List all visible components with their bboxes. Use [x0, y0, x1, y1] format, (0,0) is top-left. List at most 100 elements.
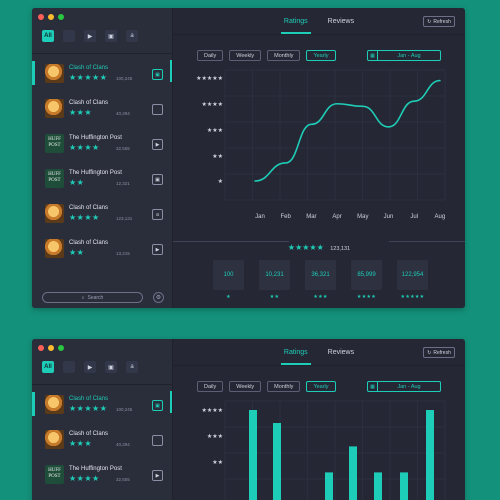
app-name: Clash of Clans — [69, 205, 109, 211]
filter-amazon-icon[interactable]: a — [126, 30, 138, 42]
calendar-icon: ▦ — [368, 51, 378, 60]
rating-bar — [349, 446, 357, 500]
tab-ratings[interactable]: Ratings — [280, 339, 311, 365]
x-tick-label: May — [357, 214, 368, 220]
filter-windows-icon[interactable]: ▣ — [105, 30, 117, 42]
tab-bar: Ratings Reviews — [173, 8, 465, 34]
app-name: Clash of Clans — [69, 396, 109, 402]
period-monthly-button[interactable]: Monthly — [267, 50, 301, 61]
app-list-item[interactable]: Clash of Clans ★★ 13,215 ▶ — [32, 235, 172, 270]
app-rating-count: 32,555 — [116, 477, 130, 482]
y-tick-label: ★ — [218, 178, 223, 185]
windows-store-icon[interactable]: ▣ — [152, 400, 163, 411]
main-panel: Ratings Reviews ↻ Refresh Daily Weekly Mon… — [173, 8, 465, 308]
clash-of-clans-app-icon — [45, 395, 64, 414]
apple-store-icon[interactable] — [152, 435, 163, 446]
app-rating-stars: ★★★ — [69, 108, 93, 117]
app-list-item[interactable]: HUFF POST The Huffington Post ★★ 12,321 ▣ — [32, 165, 172, 200]
settings-button[interactable]: ⚙ — [153, 292, 164, 303]
period-yearly-button[interactable]: Yearly — [306, 50, 336, 61]
app-rating-stars: ★★★★ — [69, 474, 100, 483]
refresh-button[interactable]: ↻ Refresh — [423, 16, 455, 27]
app-name: Clash of Clans — [69, 100, 109, 106]
period-daily-button[interactable]: Daily — [197, 50, 224, 61]
filter-windows-icon[interactable]: ▣ — [105, 361, 117, 373]
app-list-item[interactable]: Clash of Clans ★★★★★ 100,245 ▣ — [32, 60, 172, 95]
window-controls — [38, 14, 64, 20]
period-yearly-button[interactable]: Yearly — [306, 381, 336, 392]
tab-ratings[interactable]: Ratings — [280, 8, 311, 34]
period-selector: Daily Weekly Monthly Yearly — [197, 50, 336, 61]
rating-stars-label: ★★ — [269, 294, 280, 300]
rating-count-card: 100 — [213, 260, 244, 290]
close-button[interactable] — [38, 14, 44, 20]
app-window: All ▶ ▣ a Clash of Clans ★★★★★ 100,245 ▣ Clash … — [32, 339, 465, 500]
filter-apple-icon[interactable] — [63, 30, 75, 42]
refresh-button[interactable]: ↻ Refresh — [423, 347, 455, 358]
divider — [389, 241, 465, 242]
minimize-button[interactable] — [48, 14, 54, 20]
filter-all-button[interactable]: All — [42, 361, 54, 373]
x-tick-label: Aug — [435, 214, 446, 220]
scrollbar[interactable] — [170, 60, 172, 82]
date-range-picker[interactable]: ▦ Jan - Aug — [367, 50, 441, 61]
windows-store-icon[interactable]: ▣ — [152, 174, 163, 185]
app-list-item[interactable]: HUFF POST The Huffington Post ★★★★ 32,555 ▶ — [32, 461, 172, 496]
close-button[interactable] — [38, 345, 44, 351]
maximize-button[interactable] — [58, 345, 64, 351]
rating-count-card: 122,954 — [397, 260, 428, 290]
tab-reviews[interactable]: Reviews — [327, 349, 355, 356]
app-name: Clash of Clans — [69, 240, 109, 246]
rating-count-card: 10,231 — [259, 260, 290, 290]
filter-apple-icon[interactable] — [63, 361, 75, 373]
play-store-icon[interactable]: ▶ — [152, 139, 163, 150]
app-name: The Huffington Post — [69, 170, 122, 176]
refresh-label: Refresh — [433, 349, 451, 356]
app-rating-count: 123,131 — [116, 216, 133, 221]
ratings-summary: ★★★★★ 123,131 — [173, 237, 465, 252]
app-rating-count: 40,294 — [116, 442, 130, 447]
y-tick-label: ★★★ — [207, 433, 223, 440]
amazon-store-icon[interactable]: a — [152, 209, 163, 220]
date-range-picker[interactable]: ▦ Jan - Aug — [367, 381, 441, 392]
app-rating-stars: ★★ — [69, 248, 85, 257]
app-rating-stars: ★★★★★ — [69, 73, 108, 82]
period-daily-button[interactable]: Daily — [197, 381, 224, 392]
app-list-item[interactable]: Clash of Clans ★★★★★ 100,245 ▣ — [32, 391, 172, 426]
play-store-icon[interactable]: ▶ — [152, 470, 163, 481]
window-controls — [38, 345, 64, 351]
windows-store-icon[interactable]: ▣ — [152, 69, 163, 80]
minimize-button[interactable] — [48, 345, 54, 351]
filter-amazon-icon[interactable]: a — [126, 361, 138, 373]
y-tick-label: ★★★★ — [201, 101, 223, 108]
scrollbar[interactable] — [170, 391, 172, 413]
play-store-icon[interactable]: ▶ — [152, 244, 163, 255]
app-list-item[interactable]: Clash of Clans ★★★ 40,294 — [32, 426, 172, 461]
app-name: The Huffington Post — [69, 466, 122, 472]
filter-play-icon[interactable]: ▶ — [84, 30, 96, 42]
maximize-button[interactable] — [58, 14, 64, 20]
period-monthly-button[interactable]: Monthly — [267, 381, 301, 392]
rating-bar — [426, 410, 434, 500]
search-placeholder: Search — [87, 294, 104, 301]
search-input[interactable]: ⌕ Search — [42, 292, 143, 303]
y-tick-label: ★★ — [212, 459, 223, 466]
app-list-item[interactable]: Clash of Clans ★★★★ 123,131 a — [32, 200, 172, 235]
filter-all-button[interactable]: All — [42, 30, 54, 42]
app-list-item[interactable]: HUFF POST The Huffington Post ★★★★ 32,555 ▶ — [32, 130, 172, 165]
app-rating-stars: ★★★ — [69, 439, 93, 448]
clash-of-clans-app-icon — [45, 239, 64, 258]
apple-store-icon[interactable] — [152, 104, 163, 115]
store-filters: All ▶ ▣ a — [42, 361, 138, 373]
tab-reviews[interactable]: Reviews — [327, 18, 355, 25]
period-weekly-button[interactable]: Weekly — [229, 50, 262, 61]
date-range-label: Jan - Aug — [397, 52, 421, 59]
app-window: All ▶ ▣ a Clash of Clans ★★★★★ 100,245 ▣ Clash … — [32, 8, 465, 308]
period-weekly-button[interactable]: Weekly — [229, 381, 262, 392]
ratings-bar-chart: ★★★★★★★★★ — [201, 400, 446, 500]
x-tick-label: Mar — [306, 214, 316, 220]
app-list-item[interactable]: Clash of Clans ★★★ 40,294 — [32, 95, 172, 130]
filter-play-icon[interactable]: ▶ — [84, 361, 96, 373]
app-rating-count: 13,215 — [116, 251, 130, 256]
rating-bar — [400, 472, 408, 500]
